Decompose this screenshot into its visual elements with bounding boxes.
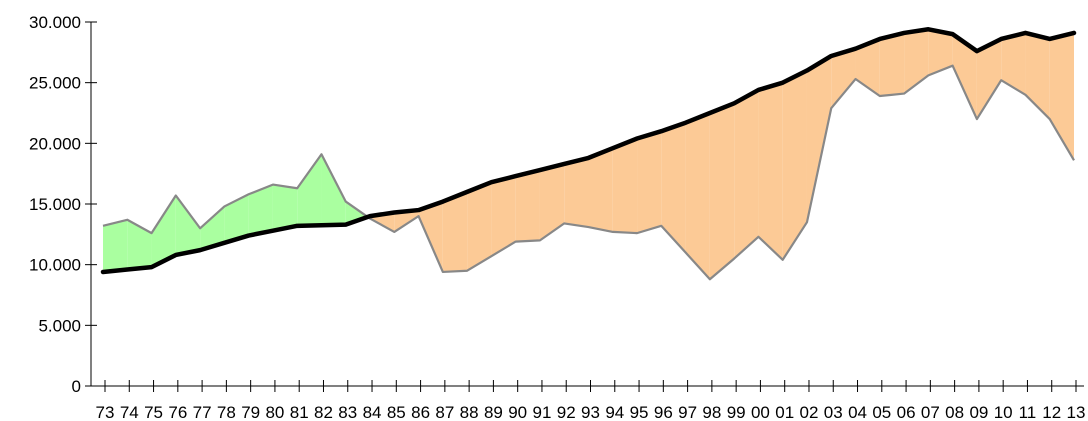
series-line-thin — [102, 64, 1075, 281]
x-tick-label: 10 — [994, 403, 1013, 421]
x-tick-label: 83 — [338, 403, 357, 421]
fill-segment — [442, 191, 468, 272]
x-tick-label: 06 — [897, 403, 916, 421]
fill-segment — [297, 154, 322, 226]
fill-segment — [758, 82, 783, 260]
fill-segment — [200, 206, 225, 251]
fill-segment — [467, 182, 492, 271]
x-tick-label: 89 — [484, 403, 503, 421]
fill-segment — [685, 113, 710, 280]
x-tick-label: 04 — [848, 403, 867, 421]
fill-segment — [661, 122, 686, 253]
fill-segment — [734, 89, 759, 259]
fill-segment — [588, 148, 613, 232]
fill-segment — [248, 184, 273, 236]
fill-segment — [709, 103, 735, 280]
y-tick-label: 20.000 — [29, 134, 81, 153]
x-tick-labels: 73 74 75 76 77 78 79 80 81 82 83 84 85 86 87 88 89 90 91 92… — [96, 403, 1086, 421]
x-tick-label: 84 — [363, 403, 382, 421]
y-tick-label: 10.000 — [29, 256, 81, 275]
x-tick-label: 82 — [314, 403, 333, 421]
x-tick-label: 93 — [581, 403, 600, 421]
x-tick-label: 81 — [290, 403, 309, 421]
x-tick-label: 01 — [775, 403, 794, 421]
fill-segment — [272, 184, 298, 231]
x-tick-label: 94 — [605, 403, 624, 421]
fill-segment — [394, 210, 419, 232]
fill-segment — [952, 34, 977, 120]
x-tick-label: 95 — [630, 403, 649, 421]
fill-segment — [904, 29, 929, 94]
x-tick-label: 87 — [435, 403, 454, 421]
fill-segment — [345, 201, 368, 225]
y-tick-label: 25.000 — [29, 74, 81, 93]
x-tick-label: 74 — [120, 403, 139, 421]
x-tick-label: 13 — [1067, 403, 1086, 421]
x-tick-label: 12 — [1042, 403, 1061, 421]
fill-segment — [539, 163, 565, 241]
x-tick-label: 92 — [557, 403, 576, 421]
y-tick-label: 30.000 — [29, 13, 81, 32]
fill-segment — [806, 55, 832, 223]
fill-segment — [127, 219, 152, 270]
x-tick-label: 91 — [532, 403, 551, 421]
x-tick-label: 05 — [872, 403, 891, 421]
x-tick-label: 07 — [921, 403, 940, 421]
x-tick-label: 76 — [168, 403, 187, 421]
x-tick-label: 90 — [508, 403, 527, 421]
x-tick-label: 88 — [460, 403, 479, 421]
x-tick-label: 97 — [678, 403, 697, 421]
x-tick-label: 11 — [1019, 403, 1037, 421]
fill-segment — [782, 70, 807, 260]
fill-segment — [321, 154, 346, 226]
fill-segment — [831, 48, 856, 109]
x-tick-label: 86 — [411, 403, 430, 421]
x-tick-label: 75 — [144, 403, 163, 421]
y-tick-labels: 0 5.000 10.000 15.000 20.000 25.000 30.000 — [29, 13, 81, 396]
fill-segment — [612, 138, 638, 234]
fill-segment — [564, 157, 589, 228]
fill-segment — [976, 38, 1002, 120]
x-tick-label: 09 — [969, 403, 988, 421]
fill-segment — [491, 176, 516, 257]
fill-segment — [224, 194, 249, 243]
fill-segment — [151, 195, 176, 268]
x-tick-label: 78 — [217, 403, 236, 421]
axes — [85, 21, 1084, 392]
x-tick-label: 03 — [824, 403, 843, 421]
x-tick-label: 77 — [193, 403, 212, 421]
fill-segment — [855, 38, 880, 97]
y-tick-label: 15.000 — [29, 195, 81, 214]
x-tick-label: 00 — [751, 403, 770, 421]
series-line-thick — [100, 27, 1077, 275]
fill-segment — [515, 170, 540, 242]
x-tick-label: 98 — [702, 403, 721, 421]
fill-segment — [418, 201, 443, 272]
x-tick-label: 99 — [727, 403, 746, 421]
x-tick-label: 80 — [265, 403, 284, 421]
fill-segment — [103, 219, 128, 272]
x-tick-label: 02 — [800, 403, 819, 421]
x-tick-label: 85 — [387, 403, 406, 421]
x-tick-label: 96 — [654, 403, 673, 421]
x-tick-label: 08 — [945, 403, 964, 421]
fill-segment — [637, 131, 662, 234]
fill-segment — [879, 32, 905, 97]
difference-fills — [103, 29, 1074, 280]
series-lines — [100, 27, 1077, 281]
x-tick-label: 73 — [96, 403, 115, 421]
fill-segment — [928, 29, 953, 76]
x-tick-label: 79 — [241, 403, 260, 421]
fill-segment — [175, 195, 201, 255]
fill-segment — [1025, 32, 1050, 120]
y-tick-label: 0 — [72, 377, 81, 396]
y-tick-label: 5.000 — [38, 316, 81, 335]
fill-segment — [1001, 32, 1026, 95]
